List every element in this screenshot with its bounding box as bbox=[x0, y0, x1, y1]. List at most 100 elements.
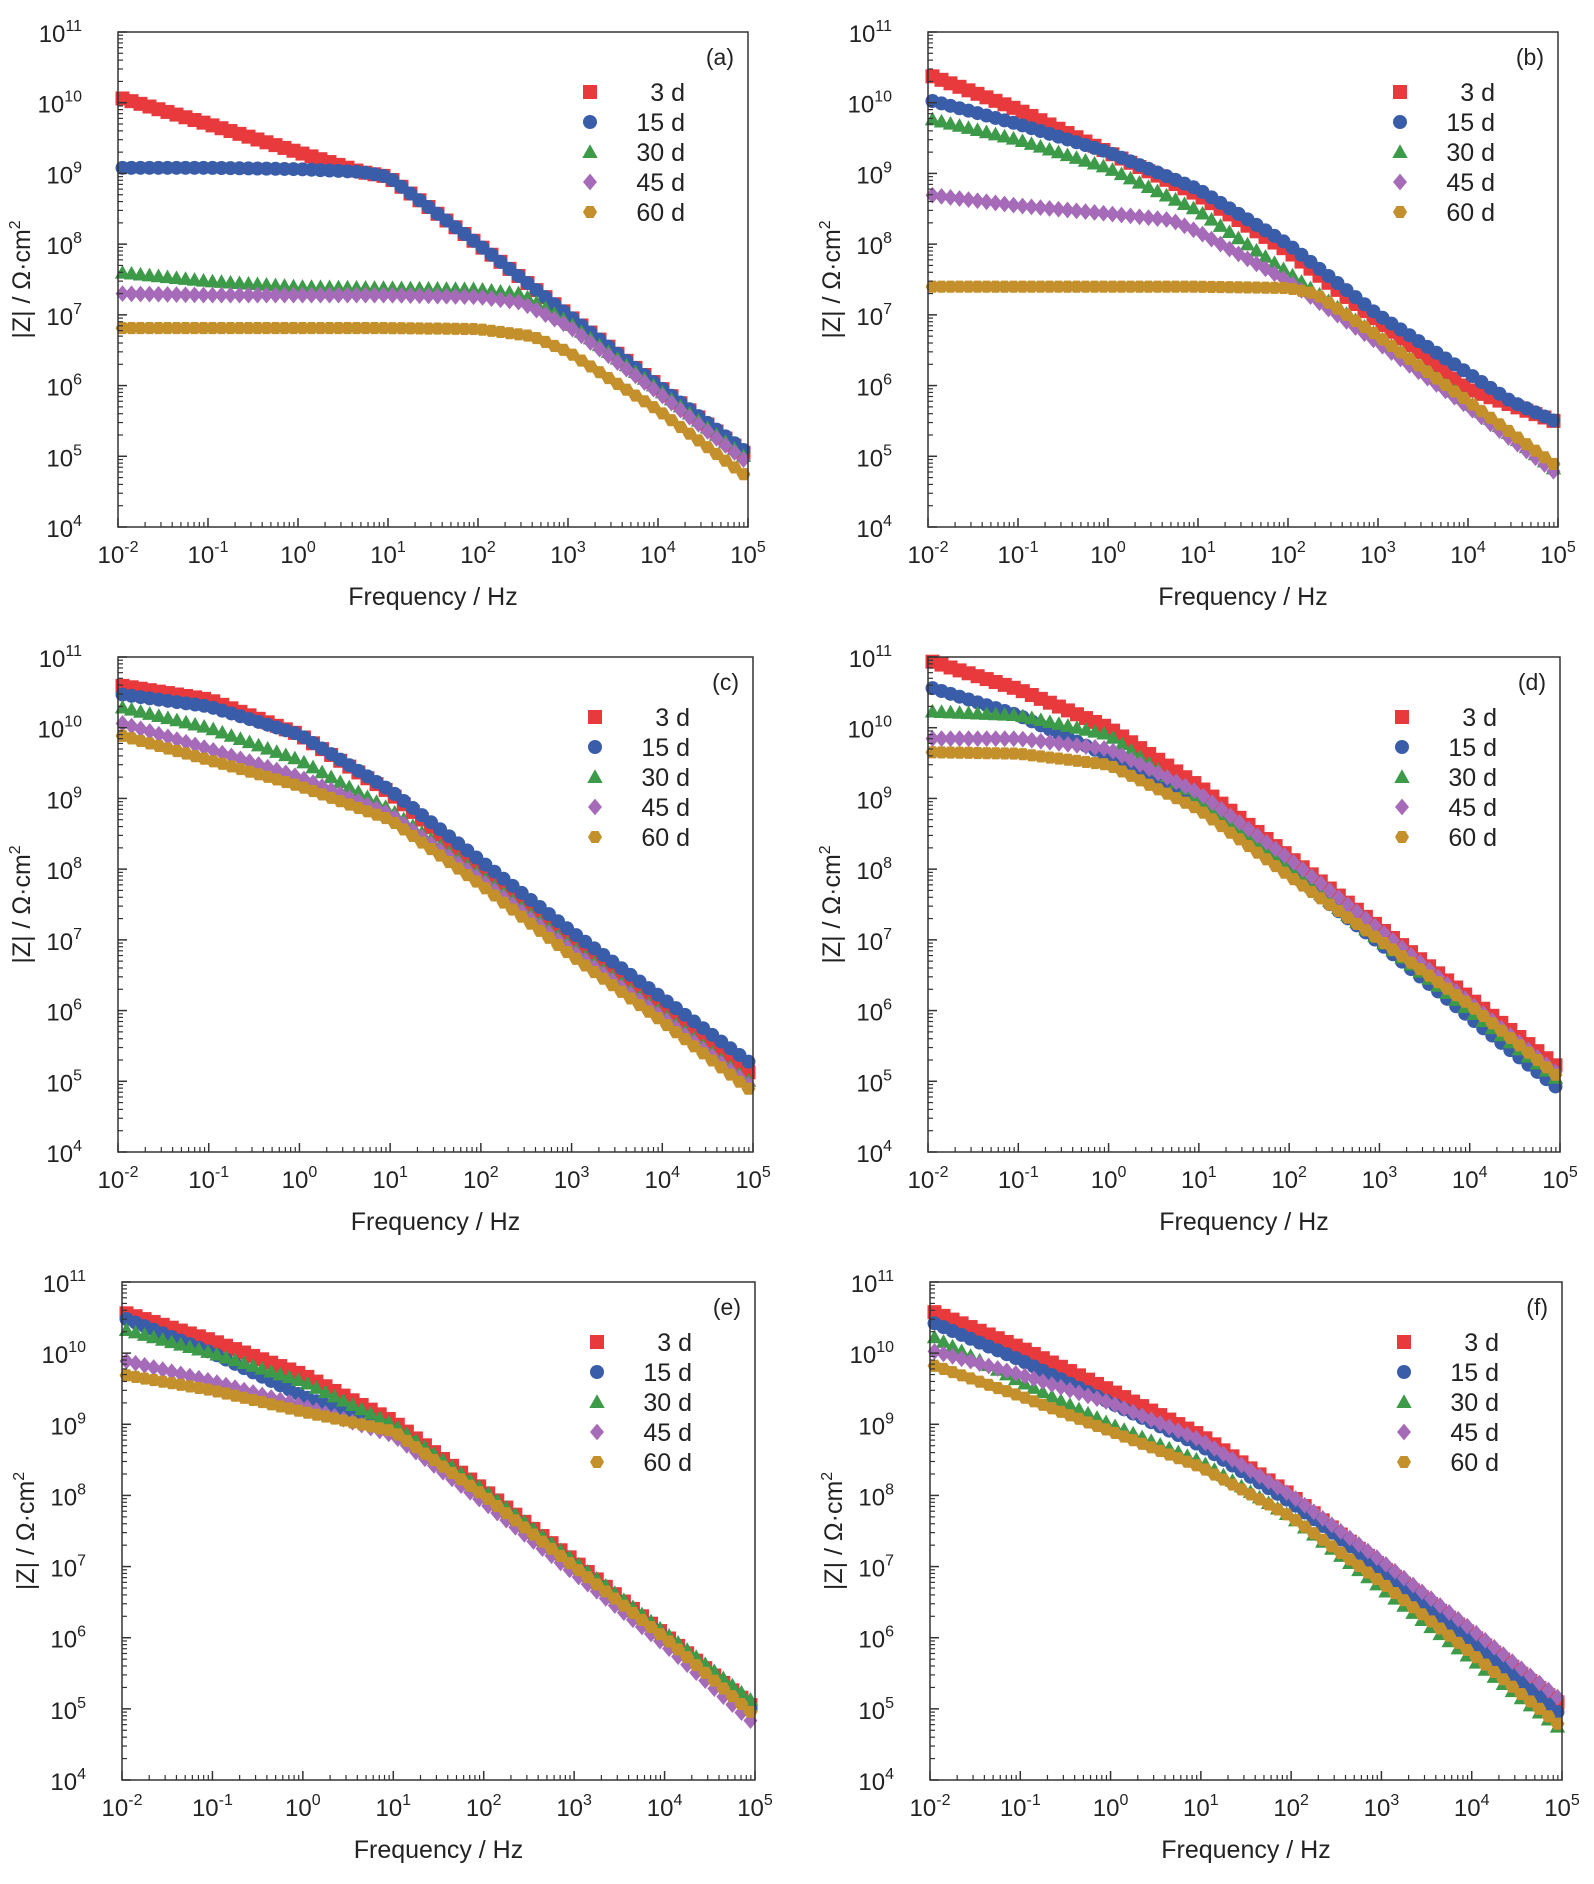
data-point bbox=[1113, 166, 1130, 181]
data-point bbox=[1059, 147, 1076, 162]
x-tick-label: 102 bbox=[463, 1164, 499, 1194]
data-point bbox=[387, 816, 402, 830]
data-point bbox=[1051, 734, 1066, 752]
y-tick-base: 10 bbox=[858, 1627, 885, 1654]
data-point bbox=[1096, 725, 1112, 740]
data-point bbox=[136, 1327, 153, 1341]
data-point bbox=[997, 730, 1012, 748]
y-tick-exponent: 11 bbox=[69, 1268, 86, 1285]
data-point bbox=[601, 347, 616, 365]
data-point bbox=[376, 322, 391, 335]
data-point bbox=[1168, 213, 1183, 231]
legend-label: 30 d bbox=[1450, 1389, 1499, 1417]
data-point bbox=[268, 322, 283, 335]
data-point bbox=[286, 322, 301, 335]
data-point bbox=[142, 706, 158, 720]
y-tick-base: 10 bbox=[38, 717, 65, 744]
x-tick-label: 103 bbox=[556, 1792, 592, 1822]
x-tick-base: 10 bbox=[908, 542, 935, 569]
data-point bbox=[1123, 280, 1138, 293]
data-point bbox=[1357, 320, 1372, 334]
y-tick-base: 10 bbox=[851, 1271, 878, 1298]
data-point bbox=[472, 1486, 487, 1499]
data-point bbox=[1044, 1376, 1059, 1393]
data-point bbox=[1196, 787, 1211, 805]
y-tick-base: 10 bbox=[856, 787, 883, 814]
data-point bbox=[454, 1473, 469, 1486]
data-point bbox=[1203, 211, 1220, 226]
data-point bbox=[1044, 1388, 1060, 1403]
y-tick-label: 1010 bbox=[38, 89, 83, 119]
data-point bbox=[1035, 1373, 1050, 1391]
y-tick-exponent: 10 bbox=[68, 1339, 86, 1356]
x-tick-base: 10 bbox=[98, 542, 125, 569]
data-point bbox=[741, 1065, 756, 1080]
data-point bbox=[232, 731, 249, 745]
data-point bbox=[1387, 1562, 1402, 1580]
x-tick-exponent: -2 bbox=[124, 1164, 138, 1181]
data-point bbox=[952, 730, 967, 748]
y-axis-title: |Z| / Ω·cm2 bbox=[817, 220, 846, 338]
data-point bbox=[1286, 873, 1301, 886]
data-point bbox=[1494, 1024, 1509, 1037]
x-tick-label: 10-2 bbox=[102, 1792, 143, 1822]
data-point bbox=[1024, 280, 1039, 293]
x-tick-label: 100 bbox=[285, 1792, 321, 1822]
x-tick-base: 10 bbox=[1270, 542, 1297, 569]
y-tick-label: 106 bbox=[46, 997, 82, 1027]
x-tick-exponent: 3 bbox=[1387, 539, 1396, 556]
y-tick-label: 105 bbox=[46, 442, 82, 472]
data-point bbox=[502, 292, 517, 310]
data-point bbox=[1496, 1673, 1511, 1686]
data-point bbox=[1149, 183, 1166, 198]
data-point bbox=[1268, 840, 1283, 858]
data-point bbox=[457, 288, 472, 305]
y-tick-exponent: 4 bbox=[883, 1138, 892, 1155]
data-point bbox=[246, 1384, 261, 1401]
data-point bbox=[1358, 924, 1373, 937]
chart-panel: 10-2 10-1 100 101 102 103 104 10510410510610710… bbox=[11, 1268, 773, 1864]
y-tick-exponent: 7 bbox=[73, 301, 82, 318]
data-point bbox=[1185, 200, 1202, 215]
data-point bbox=[160, 286, 175, 303]
data-point bbox=[1313, 892, 1328, 905]
x-tick-label: 105 bbox=[735, 1164, 771, 1194]
y-tick-exponent: 10 bbox=[874, 714, 892, 731]
data-point bbox=[1476, 1009, 1491, 1023]
data-point bbox=[583, 334, 598, 351]
series-points bbox=[927, 1343, 1565, 1706]
data-point bbox=[1376, 937, 1391, 950]
data-point bbox=[532, 924, 547, 937]
legend: 3 d15 d30 d45 d60 d bbox=[1396, 1329, 1499, 1477]
data-point bbox=[1360, 1566, 1375, 1579]
data-point bbox=[560, 945, 575, 959]
data-point bbox=[214, 322, 229, 335]
y-tick-exponent: 9 bbox=[73, 159, 82, 176]
y-tick-base: 10 bbox=[46, 929, 73, 956]
legend-label: 30 d bbox=[636, 139, 685, 167]
data-point bbox=[1442, 1629, 1457, 1642]
data-point bbox=[943, 280, 958, 293]
y-tick-label: 1010 bbox=[850, 1339, 895, 1369]
data-point bbox=[517, 1525, 532, 1543]
data-point bbox=[1433, 1597, 1448, 1614]
x-tick-label: 102 bbox=[460, 539, 496, 569]
data-point bbox=[1514, 1660, 1529, 1678]
y-tick-exponent: 7 bbox=[885, 1553, 894, 1570]
data-point bbox=[619, 383, 634, 396]
y-tick-base: 10 bbox=[50, 1627, 77, 1654]
data-point bbox=[1288, 1490, 1303, 1508]
legend-label: 60 d bbox=[643, 1449, 692, 1477]
data-point bbox=[952, 746, 967, 759]
data-point bbox=[1105, 730, 1121, 744]
data-point bbox=[142, 285, 157, 303]
data-point bbox=[632, 998, 647, 1012]
data-point bbox=[605, 979, 620, 992]
data-point bbox=[322, 322, 337, 335]
data-point bbox=[132, 704, 149, 718]
y-axis-title-main: |Z| / Ω·cm bbox=[820, 1481, 848, 1590]
data-point bbox=[1483, 411, 1498, 424]
data-point bbox=[331, 322, 346, 335]
y-tick-exponent: 6 bbox=[883, 372, 892, 389]
data-point bbox=[664, 414, 679, 427]
